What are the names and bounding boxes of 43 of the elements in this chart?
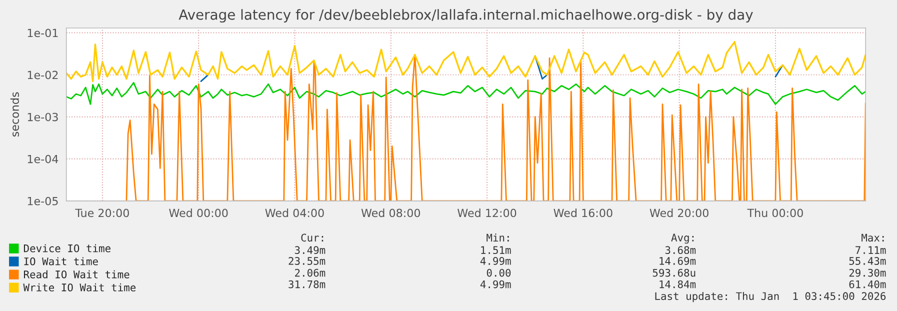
y-tick-label: 1e-03 (28, 112, 58, 122)
y-tick-label: 1e-02 (28, 70, 58, 80)
text: Max: (862, 234, 884, 242)
text: 3.68m (665, 246, 696, 254)
text: 14.84m (660, 280, 696, 288)
y-tick-label: 1e-04 (28, 154, 58, 164)
text: 29.30m (849, 268, 886, 277)
x-tick-label: Wed 12:00 (458, 208, 516, 218)
text: Last update: Thu Jan 1 03:45:00 2026 (655, 292, 886, 302)
text: Min: (486, 234, 509, 242)
y-tick-label: 1e-05 (28, 196, 58, 206)
chart-title: Average latency for /dev/beeblebrox/lallafa.internal.michaelhowe.org-disk - by day (178, 9, 753, 23)
x-tick-label: Wed 16:00 (554, 208, 612, 218)
line-series (126, 54, 866, 201)
legend-label: Read IO Wait time (24, 270, 130, 278)
text: 7.11m (856, 246, 886, 254)
text: Cur: (301, 234, 324, 242)
text: 4.99m (480, 280, 511, 288)
x-tick-label: Wed 00:00 (169, 208, 228, 218)
y-tick-label: 1e-01 (28, 28, 58, 38)
legend-label: Device IO time (24, 244, 110, 252)
x-tick-label: Wed 20:00 (650, 208, 708, 218)
text: Avg: (671, 234, 694, 244)
text: 23.55m (288, 257, 326, 265)
x-tick-label: Wed 04:00 (265, 208, 324, 218)
legend-label: IO Wait time (24, 257, 98, 266)
x-tick-label: Tue 20:00 (75, 208, 129, 218)
x-tick-label: Wed 08:00 (361, 208, 420, 218)
text: 1.51m (481, 246, 511, 254)
line-series (66, 82, 866, 105)
text: 3.49m (294, 246, 326, 254)
text: 55.43m (849, 257, 886, 265)
line-series (66, 40, 866, 82)
text: 14.69m (660, 257, 696, 265)
text: 61.40m (849, 280, 886, 288)
text: 593.68u (652, 268, 696, 277)
legend-label: Write IO Wait time (23, 283, 136, 292)
text: 2.06m (295, 268, 326, 277)
text: 4.99m (480, 257, 511, 265)
text: 0.00 (486, 268, 511, 277)
text: 31.78m (288, 280, 326, 288)
x-tick-label: Thu 00:00 (747, 208, 803, 218)
y-axis-title: seconds (10, 92, 19, 137)
